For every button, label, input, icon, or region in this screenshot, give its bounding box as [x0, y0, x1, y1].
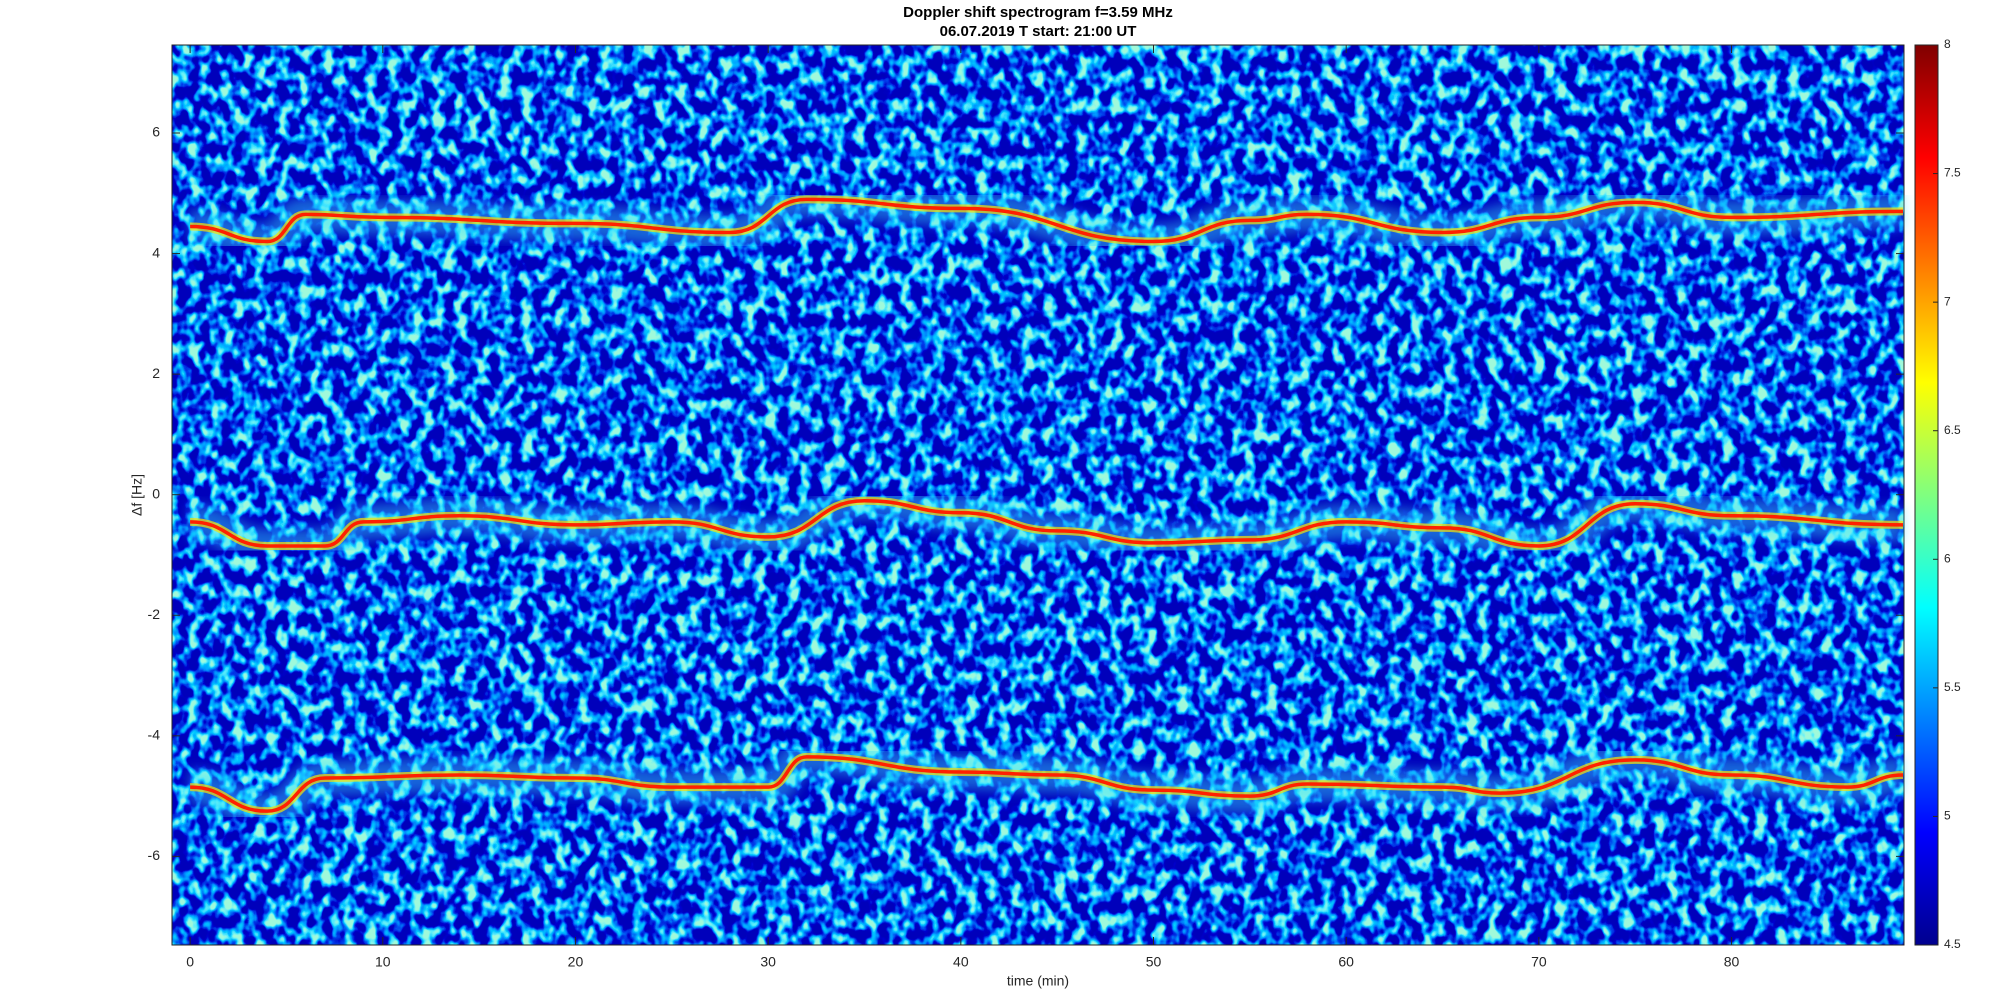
- colorbar-tick-label: 6.5: [1944, 423, 1961, 437]
- x-tick-label: 10: [375, 954, 391, 970]
- x-axis-label: time (min): [1007, 973, 1069, 989]
- y-tick-label: 6: [152, 124, 160, 140]
- y-tick-label: -6: [148, 847, 161, 863]
- y-tick-label: 2: [152, 365, 160, 381]
- x-tick-label: 50: [1146, 954, 1162, 970]
- y-tick-label: -4: [148, 727, 161, 743]
- colorbar-tick-label: 5.5: [1944, 680, 1961, 694]
- trace: [190, 197, 1904, 244]
- colorbar-tick-label: 8: [1944, 37, 1951, 51]
- x-tick-label: 70: [1531, 954, 1547, 970]
- y-tick-label: 0: [152, 485, 160, 501]
- trace: [190, 755, 1904, 813]
- colorbar-tick-label: 7: [1944, 294, 1951, 308]
- x-tick-label: 80: [1724, 954, 1740, 970]
- colorbar-tick-label: 7.5: [1944, 166, 1961, 180]
- colorbar-tick-label: 5: [1944, 809, 1951, 823]
- y-tick-label: 4: [152, 244, 160, 260]
- x-tick-label: 0: [186, 954, 194, 970]
- colorbar-tick-label: 6: [1944, 551, 1951, 565]
- colorbar-tick-label: 4.5: [1944, 937, 1961, 951]
- chart-subtitle: 06.07.2019 T start: 21:00 UT: [940, 23, 1137, 40]
- y-tick-label: -2: [148, 606, 161, 622]
- x-tick-label: 40: [953, 954, 969, 970]
- x-tick-label: 20: [568, 954, 584, 970]
- chart-title: Doppler shift spectrogram f=3.59 MHz: [903, 4, 1173, 21]
- colorbar: [1914, 44, 1939, 946]
- y-axis-label: Δf [Hz]: [129, 474, 145, 516]
- x-tick-label: 60: [1338, 954, 1354, 970]
- trace: [190, 498, 1904, 548]
- x-tick-label: 30: [760, 954, 776, 970]
